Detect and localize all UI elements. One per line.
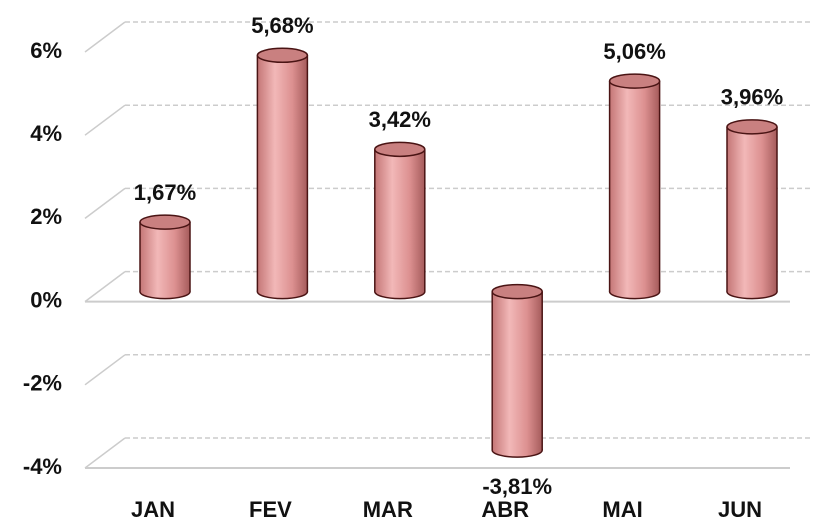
x-tick-label: FEV	[249, 497, 292, 522]
y-tick-label: -2%	[23, 371, 62, 396]
x-tick-label: JUN	[718, 497, 762, 522]
y-tick-label: 2%	[30, 204, 62, 229]
bar-cap	[491, 283, 543, 300]
y-tick-label: 0%	[30, 287, 62, 312]
bar	[609, 81, 660, 292]
bar-cap	[139, 214, 191, 230]
x-tick-label: JAN	[131, 497, 175, 522]
bar	[257, 55, 308, 292]
y-tick-label: 4%	[30, 121, 62, 146]
bar	[374, 149, 425, 292]
bar	[140, 222, 190, 292]
value-label: 5,06%	[603, 39, 665, 64]
bar	[492, 291, 543, 451]
grid-depth-line	[84, 104, 126, 136]
y-tick-label: 6%	[30, 38, 62, 63]
bar-cap	[256, 47, 309, 64]
grid-depth-line	[84, 21, 126, 53]
value-label: -3,81%	[482, 474, 552, 499]
value-label: 5,68%	[251, 13, 313, 38]
bar	[727, 126, 777, 292]
x-tick-label: ABR	[481, 497, 529, 522]
value-label: 3,96%	[721, 85, 783, 110]
x-tick-label: MAR	[363, 497, 413, 522]
value-label: 1,67%	[134, 180, 196, 205]
grid-depth-line	[84, 187, 126, 219]
grid-depth-line	[84, 437, 126, 469]
bar-cap	[726, 119, 778, 135]
y-tick-label: -4%	[23, 454, 62, 479]
grid-depth-line	[84, 354, 126, 386]
x-tick-label: MAI	[602, 497, 642, 522]
value-label: 3,42%	[369, 107, 431, 132]
bar-cap	[608, 73, 661, 89]
grid-depth-line	[84, 271, 126, 303]
bar-cap	[374, 141, 426, 158]
